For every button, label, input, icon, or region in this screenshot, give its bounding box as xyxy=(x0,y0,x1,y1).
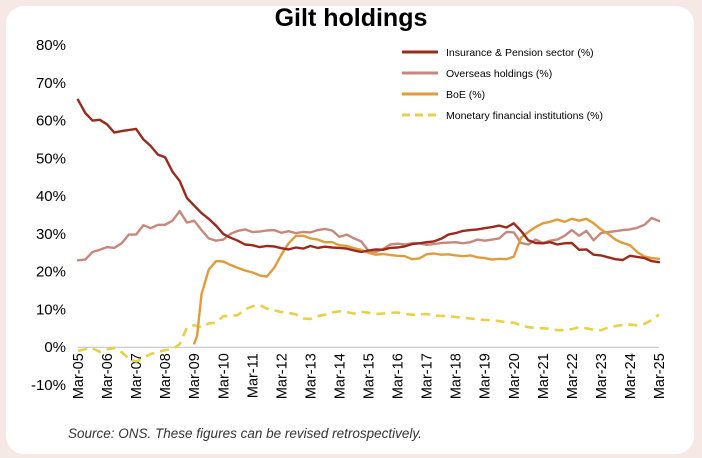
x-tick-label: Mar-11 xyxy=(245,353,261,398)
x-tick-label: Mar-21 xyxy=(536,353,552,399)
x-tick-label: Mar-17 xyxy=(420,353,436,399)
x-tick-label: Mar-07 xyxy=(129,353,145,399)
x-tick-label: Mar-25 xyxy=(652,353,668,399)
y-tick-label: 10% xyxy=(36,301,66,318)
x-tick-label: Mar-19 xyxy=(478,353,494,399)
x-tick-label: Mar-20 xyxy=(507,353,523,399)
x-tick-label: Mar-10 xyxy=(216,353,232,399)
x-tick-label: Mar-22 xyxy=(565,353,581,399)
y-tick-label: 0% xyxy=(44,339,66,356)
y-tick-label: -10% xyxy=(31,377,66,394)
y-tick-label: 60% xyxy=(36,113,66,130)
legend-label: Overseas holdings (%) xyxy=(446,68,552,80)
x-tick-label: Mar-13 xyxy=(303,353,319,399)
y-tick-label: 50% xyxy=(36,150,66,167)
x-tick-label: Mar-24 xyxy=(623,353,639,399)
chart-legend: Insurance & Pension sector (%) Overseas h… xyxy=(402,47,603,122)
chart-card xyxy=(6,6,694,454)
series-line-4 xyxy=(77,303,660,363)
x-tick-label: Mar-14 xyxy=(332,353,348,399)
chart-title: Gilt holdings xyxy=(274,4,428,32)
series-line-3 xyxy=(193,217,661,345)
x-tick-label: Mar-06 xyxy=(100,353,116,399)
x-tick-label: Mar-15 xyxy=(362,353,378,399)
source-note: Source: ONS. These figures can be revise… xyxy=(68,426,422,441)
x-tick-label: Mar-09 xyxy=(187,353,203,399)
y-tick-label: 80% xyxy=(36,37,66,54)
x-tick-label: Mar-08 xyxy=(158,353,174,399)
legend-label: Insurance & Pension sector (%) xyxy=(446,47,594,59)
y-tick-label: 30% xyxy=(36,226,66,243)
x-tick-label: Mar-05 xyxy=(71,353,87,399)
legend-label: Monetary financial institutions (%) xyxy=(446,110,603,122)
series-line-1 xyxy=(76,98,661,264)
y-tick-label: 40% xyxy=(36,188,66,205)
x-tick-label: Mar-18 xyxy=(449,353,465,399)
chart-series xyxy=(76,98,661,363)
legend-label: BoE (%) xyxy=(446,89,485,101)
y-tick-label: 70% xyxy=(36,75,66,92)
y-tick-label: 20% xyxy=(36,264,66,281)
x-tick-label: Mar-16 xyxy=(391,353,407,399)
x-tick-label: Mar-12 xyxy=(274,353,290,399)
x-tick-label: Mar-23 xyxy=(594,353,610,399)
